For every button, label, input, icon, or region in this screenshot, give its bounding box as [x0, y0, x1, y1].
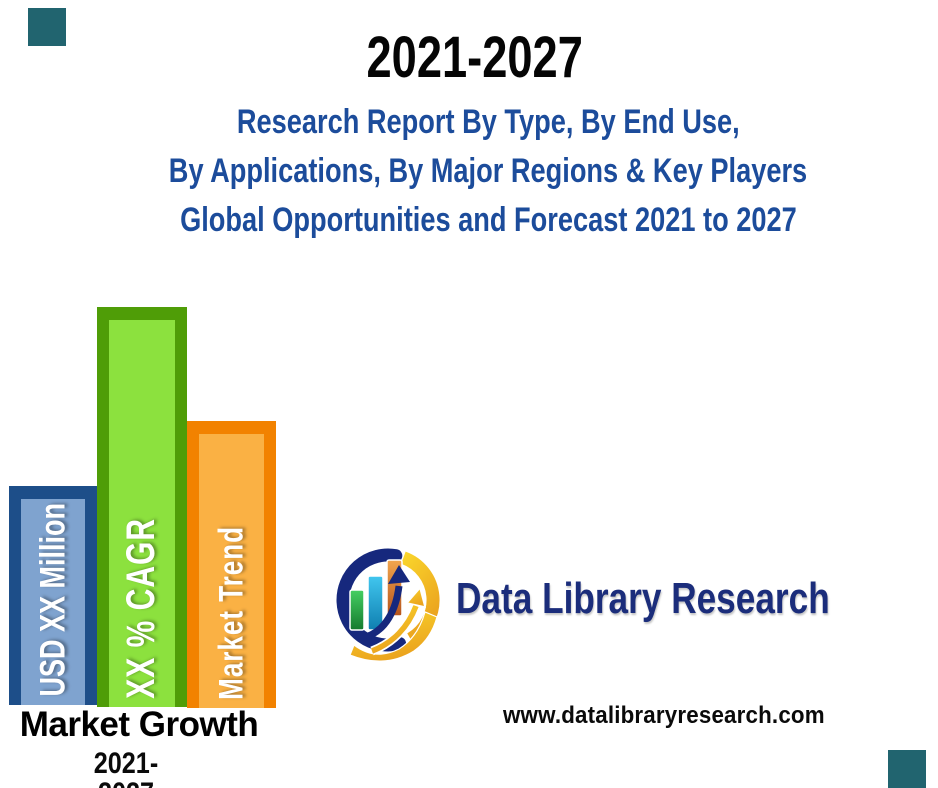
- page-title: 2021-2027: [0, 29, 938, 87]
- bar-cagr-fill: [109, 320, 175, 707]
- subtitle-line-1: Research Report By Type, By End Use,: [236, 103, 740, 141]
- bar-market-trend: Market Trend: [187, 421, 276, 708]
- subtitle-line-3: Global Opportunities and Forecast 2021 t…: [179, 201, 797, 239]
- subtitle-line-2: By Applications, By Major Regions & Key …: [168, 152, 808, 190]
- bar-cagr: XX % CAGR: [97, 307, 187, 707]
- corner-accent-bottom-right: [888, 750, 926, 788]
- bar-label-market-trend: Market Trend: [211, 526, 251, 700]
- chart-period: 2021-2027: [93, 747, 159, 788]
- page-title-text: 2021-2027: [366, 25, 584, 90]
- bar-usd-million-fill: [21, 499, 85, 705]
- subtitle-block: Research Report By Type, By End Use, By …: [0, 98, 938, 245]
- data-library-research-logo-icon: [336, 548, 440, 662]
- logo-wordmark: Data Library Research: [456, 574, 830, 623]
- bar-label-cagr: XX % CAGR: [119, 518, 164, 699]
- bar-usd-million: USD XX Million: [9, 486, 97, 705]
- corner-accent-top-left: [28, 8, 66, 46]
- bar-label-usd-million: USD XX Million: [32, 503, 73, 697]
- chart-title: Market Growth: [19, 705, 259, 744]
- website-url: www.datalibraryresearch.com: [503, 702, 825, 729]
- bar-market-trend-fill: [199, 434, 264, 708]
